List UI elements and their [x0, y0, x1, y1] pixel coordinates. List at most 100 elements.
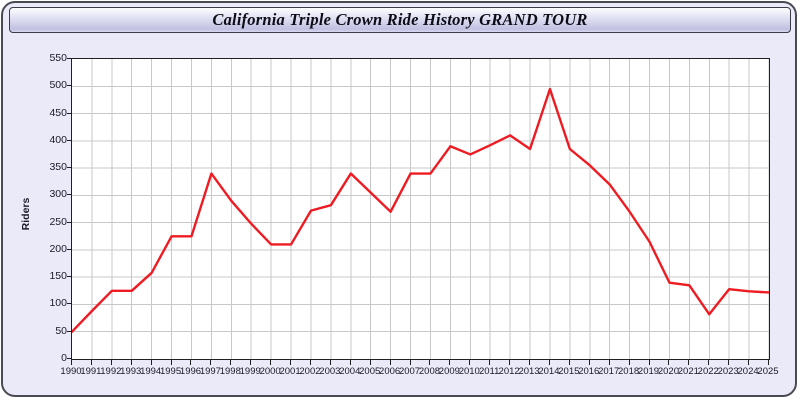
- x-axis-tick-label: 2013: [518, 366, 540, 377]
- x-axis-tick-mark: [71, 360, 72, 365]
- x-axis-tick-label: 1996: [179, 366, 202, 377]
- x-axis-tick-mark: [589, 360, 590, 365]
- x-axis-tick-label: 2003: [319, 366, 341, 377]
- x-axis-tick-mark: [250, 360, 251, 365]
- x-axis-tick-label: 2004: [339, 366, 361, 377]
- x-axis-tick-label: 2010: [458, 366, 480, 377]
- x-axis-tick-mark: [469, 360, 470, 365]
- x-axis-tick-label: 2021: [677, 366, 699, 377]
- y-axis-tick-label: 100: [49, 297, 67, 310]
- x-axis-tick-mark: [210, 360, 211, 365]
- y-axis-tick-mark: [67, 303, 72, 304]
- x-axis-tick-label: 1998: [219, 366, 241, 377]
- x-axis-tick-label: 1999: [239, 366, 261, 377]
- x-axis-tick-labels: 1990 1991 1992 1993 1994 1995 1996 1997 1998 1999…: [60, 360, 779, 390]
- x-axis-tick-label: 2023: [717, 366, 739, 377]
- x-axis-tick-label: 2011: [478, 366, 500, 377]
- x-axis-tick-mark: [509, 360, 510, 365]
- y-axis-tick-label: 550: [49, 52, 67, 64]
- x-axis-tick-label: 2015: [558, 366, 580, 377]
- x-axis-tick-label: 2018: [618, 366, 640, 377]
- y-axis-tick-mark: [67, 58, 72, 59]
- y-axis-tick-mark: [67, 85, 72, 86]
- x-axis-tick-mark: [310, 360, 311, 365]
- y-axis-tick-label: 350: [49, 161, 67, 174]
- grid-lines: [72, 59, 769, 359]
- y-axis-tick-mark: [67, 276, 72, 277]
- y-axis-tick-label: 200: [49, 242, 67, 255]
- x-axis-tick-label: 2014: [538, 366, 560, 377]
- x-axis-tick-label: 1994: [140, 366, 162, 377]
- x-axis-tick-mark: [529, 360, 530, 365]
- series-line-riders: [72, 87, 769, 333]
- x-axis-tick-mark: [569, 360, 570, 365]
- x-axis-tick-mark: [629, 360, 630, 365]
- y-axis-tick-label: 450: [49, 106, 67, 119]
- x-axis-tick-label: 2005: [359, 366, 381, 377]
- y-axis-tick-mark: [67, 222, 72, 223]
- x-axis-tick-mark: [350, 360, 351, 365]
- x-axis-tick-label: 2000: [259, 366, 281, 377]
- y-axis-tick-mark: [67, 331, 72, 332]
- x-axis-tick-mark: [171, 360, 172, 365]
- x-axis-tick-mark: [131, 360, 132, 365]
- x-axis-tick-mark: [668, 360, 669, 365]
- x-axis-tick-label: 1992: [100, 366, 122, 377]
- x-axis-tick-label: 1991: [80, 366, 102, 377]
- x-axis-tick-mark: [111, 360, 112, 365]
- x-axis-tick-label: 2012: [498, 366, 520, 377]
- x-axis-tick-label: 1990: [60, 366, 82, 377]
- y-axis-tick-label: 250: [49, 215, 67, 228]
- chart-title-bar: California Triple Crown Ride History GRA…: [9, 7, 791, 33]
- y-axis-tick-marks: [3, 58, 73, 359]
- x-axis-tick-mark: [91, 360, 92, 365]
- x-axis-tick-mark: [151, 360, 152, 365]
- x-axis-tick-label: 1997: [199, 366, 221, 377]
- x-axis-tick-label: 2016: [578, 366, 600, 377]
- plot-area: [71, 58, 770, 360]
- y-axis-tick-mark: [67, 113, 72, 114]
- y-axis-tick-label: 400: [49, 133, 67, 146]
- page-title: California Triple Crown Ride History GRA…: [212, 10, 588, 29]
- x-axis-tick-label: 1995: [159, 366, 182, 377]
- x-axis-tick-label: 2022: [697, 366, 719, 377]
- y-axis-tick-mark: [67, 358, 72, 359]
- x-axis-tick-mark: [489, 360, 490, 365]
- x-axis-tick-mark: [290, 360, 291, 365]
- x-axis-tick-label: 2007: [398, 366, 421, 377]
- plot-wrapper: Riders 0 50 100 150 200 250 300 350 400 450 500 550…: [3, 35, 799, 395]
- x-axis-tick-mark: [688, 360, 689, 365]
- x-axis-tick-label: 1993: [120, 366, 142, 377]
- x-axis-tick-mark: [609, 360, 610, 365]
- y-axis-tick-label: 300: [49, 188, 67, 201]
- y-axis-tick-label: 500: [49, 79, 67, 92]
- y-axis-tick-label: 50: [55, 324, 67, 337]
- y-axis-tick-mark: [67, 249, 72, 250]
- x-axis-tick-label: 2024: [737, 366, 759, 377]
- x-axis-tick-label: 2006: [379, 366, 401, 377]
- x-axis-tick-label: 2008: [418, 366, 441, 377]
- x-axis-tick-mark: [370, 360, 371, 365]
- x-axis-tick-mark: [429, 360, 430, 365]
- riders-line-series: [72, 87, 769, 333]
- y-axis-tick-label: 0: [61, 352, 67, 364]
- x-axis-tick-mark: [270, 360, 271, 365]
- x-axis-tick-label: 2009: [438, 366, 460, 377]
- y-axis-tick-mark: [67, 167, 72, 168]
- x-axis-tick-mark: [230, 360, 231, 365]
- x-axis-tick-mark: [410, 360, 411, 365]
- x-axis-tick-label: 2017: [598, 366, 620, 377]
- x-axis-tick-mark: [549, 360, 550, 365]
- x-axis-tick-label: 2025: [757, 366, 779, 377]
- x-axis-tick-mark: [768, 360, 769, 365]
- x-axis-tick-mark: [449, 360, 450, 365]
- y-axis-tick-label: 150: [49, 270, 67, 283]
- x-axis-tick-label: 2020: [657, 366, 679, 377]
- x-axis-tick-label: 2001: [279, 366, 301, 377]
- x-axis-tick-mark: [330, 360, 331, 365]
- x-axis-tick-mark: [748, 360, 749, 365]
- x-axis-tick-mark: [708, 360, 709, 365]
- x-axis-tick-label: 2019: [637, 366, 660, 377]
- y-axis-tick-labels: 0 50 100 150 200 250 300 350 400 450 500 550: [21, 52, 67, 364]
